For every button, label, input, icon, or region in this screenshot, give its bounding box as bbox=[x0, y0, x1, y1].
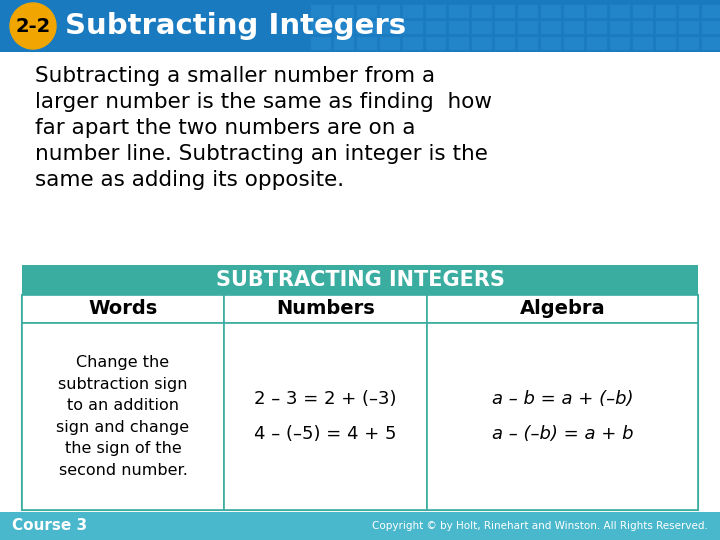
Bar bbox=[471, 4, 492, 18]
Bar bbox=[632, 36, 653, 50]
Bar bbox=[0, 512, 720, 540]
Text: 2 – 3 = 2 + (–3)
4 – (–5) = 4 + 5: 2 – 3 = 2 + (–3) 4 – (–5) = 4 + 5 bbox=[254, 390, 397, 443]
Text: Course 3: Course 3 bbox=[12, 518, 87, 534]
Bar bbox=[427, 323, 698, 510]
Bar bbox=[427, 295, 698, 323]
Bar bbox=[310, 20, 331, 34]
Bar bbox=[563, 20, 584, 34]
Bar bbox=[701, 20, 720, 34]
Text: Copyright © by Holt, Rinehart and Winston. All Rights Reserved.: Copyright © by Holt, Rinehart and Winsto… bbox=[372, 521, 708, 531]
Bar bbox=[333, 20, 354, 34]
Bar bbox=[678, 4, 699, 18]
Bar bbox=[586, 4, 607, 18]
Bar bbox=[425, 36, 446, 50]
Text: a – b = a + (–b)
a – (–b) = a + b: a – b = a + (–b) a – (–b) = a + b bbox=[492, 390, 634, 443]
Text: Subtracting a smaller number from a
larger number is the same as finding  how
fa: Subtracting a smaller number from a larg… bbox=[35, 66, 492, 190]
Bar bbox=[356, 4, 377, 18]
Bar bbox=[540, 36, 561, 50]
Bar bbox=[448, 4, 469, 18]
Bar bbox=[224, 323, 427, 510]
Bar bbox=[425, 4, 446, 18]
Bar bbox=[22, 295, 224, 323]
Bar bbox=[22, 265, 698, 295]
Bar bbox=[425, 20, 446, 34]
Text: 2-2: 2-2 bbox=[15, 17, 50, 36]
Bar bbox=[333, 36, 354, 50]
Bar bbox=[563, 4, 584, 18]
Bar bbox=[655, 4, 676, 18]
Bar bbox=[517, 20, 538, 34]
Bar bbox=[379, 36, 400, 50]
Bar bbox=[448, 20, 469, 34]
Bar bbox=[655, 36, 676, 50]
Bar bbox=[356, 20, 377, 34]
Bar bbox=[517, 36, 538, 50]
Bar bbox=[494, 20, 515, 34]
Bar bbox=[224, 295, 427, 323]
Text: Words: Words bbox=[89, 300, 158, 319]
Bar bbox=[701, 4, 720, 18]
Text: Numbers: Numbers bbox=[276, 300, 375, 319]
Bar bbox=[609, 36, 630, 50]
Bar bbox=[333, 4, 354, 18]
Bar bbox=[540, 4, 561, 18]
Bar bbox=[402, 36, 423, 50]
Bar bbox=[22, 323, 224, 510]
Bar bbox=[494, 4, 515, 18]
Bar bbox=[402, 4, 423, 18]
Bar bbox=[563, 36, 584, 50]
Bar bbox=[586, 36, 607, 50]
Bar bbox=[678, 36, 699, 50]
Bar bbox=[310, 4, 331, 18]
Text: Change the
subtraction sign
to an addition
sign and change
the sign of the
secon: Change the subtraction sign to an additi… bbox=[56, 355, 189, 478]
Bar bbox=[540, 20, 561, 34]
Text: Algebra: Algebra bbox=[520, 300, 606, 319]
Bar bbox=[22, 295, 698, 510]
Bar bbox=[471, 36, 492, 50]
Bar bbox=[678, 20, 699, 34]
Bar bbox=[356, 36, 377, 50]
Text: Subtracting Integers: Subtracting Integers bbox=[65, 12, 406, 40]
Text: SUBTRACTING INTEGERS: SUBTRACTING INTEGERS bbox=[215, 270, 505, 290]
Bar bbox=[0, 0, 720, 52]
Circle shape bbox=[10, 3, 56, 49]
Bar bbox=[448, 36, 469, 50]
Bar bbox=[609, 20, 630, 34]
Bar bbox=[655, 20, 676, 34]
Bar bbox=[379, 20, 400, 34]
Bar bbox=[0, 52, 720, 512]
Bar bbox=[471, 20, 492, 34]
Bar bbox=[379, 4, 400, 18]
Bar bbox=[402, 20, 423, 34]
Bar bbox=[586, 20, 607, 34]
Bar bbox=[609, 4, 630, 18]
Bar bbox=[494, 36, 515, 50]
Bar bbox=[310, 36, 331, 50]
Bar bbox=[517, 4, 538, 18]
Bar bbox=[632, 4, 653, 18]
Bar bbox=[632, 20, 653, 34]
Bar bbox=[701, 36, 720, 50]
